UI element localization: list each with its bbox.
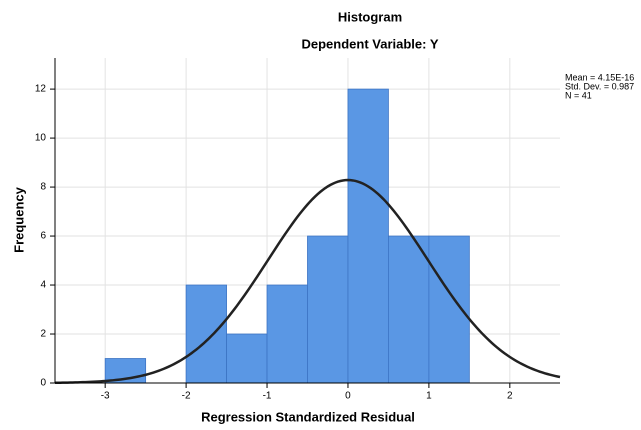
bar bbox=[307, 235, 349, 384]
x-tick-label: -3 bbox=[101, 391, 110, 402]
bar bbox=[266, 284, 308, 384]
y-tick-label: 6 bbox=[40, 231, 46, 242]
y-tick-label: 10 bbox=[35, 133, 47, 144]
x-tick-label: -2 bbox=[182, 391, 191, 402]
annotation: N = 41 bbox=[565, 90, 592, 100]
x-tick-label: 1 bbox=[426, 391, 432, 402]
y-tick-label: 12 bbox=[35, 84, 47, 95]
bar bbox=[388, 235, 430, 384]
chart-subtitle: Dependent Variable: Y bbox=[301, 36, 438, 51]
annotation: Mean = 4.15E-16 bbox=[565, 72, 634, 82]
x-tick-label: -1 bbox=[263, 391, 272, 402]
x-tick-label: 2 bbox=[507, 391, 513, 402]
x-tick-label: 0 bbox=[345, 391, 351, 402]
chart-title: Histogram bbox=[338, 9, 402, 24]
annotation: Std. Dev. = 0.987 bbox=[565, 81, 634, 91]
y-tick-label: 8 bbox=[40, 182, 46, 193]
normal-curve bbox=[54, 178, 561, 385]
y-tick-label: 4 bbox=[40, 280, 46, 291]
y-axis-title: Frequency bbox=[11, 186, 26, 253]
x-axis-title: Regression Standardized Residual bbox=[201, 409, 415, 424]
y-tick-label: 0 bbox=[40, 378, 46, 389]
y-tick-label: 2 bbox=[40, 329, 46, 340]
bar bbox=[185, 284, 227, 384]
bar bbox=[226, 333, 268, 384]
bar bbox=[347, 88, 389, 384]
